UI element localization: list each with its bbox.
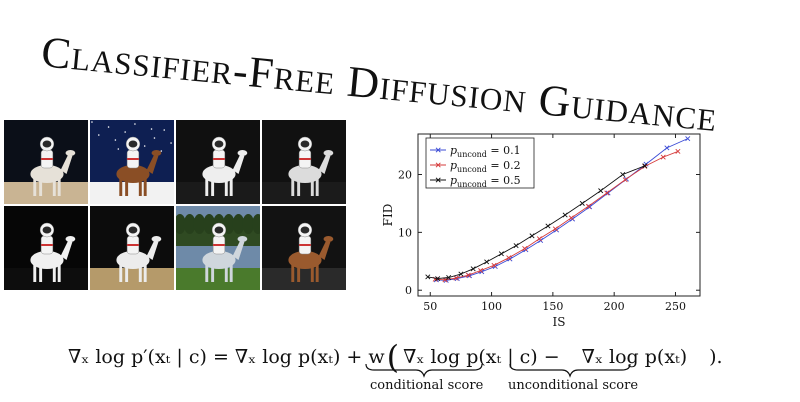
equation-cond-term: ∇ₓ log p(xₜ | c) − xyxy=(403,346,560,368)
cond-underbrace xyxy=(365,363,483,378)
legend-entry: puncond = 0.5 xyxy=(450,174,521,189)
data-point xyxy=(536,236,542,242)
data-point xyxy=(642,163,648,169)
data-point xyxy=(568,215,574,221)
astronaut-riding-white-horse-sand-image xyxy=(90,206,174,290)
cond-score-label: conditional score xyxy=(370,378,484,393)
data-point xyxy=(484,259,490,265)
astronaut-riding-white-horse-image xyxy=(176,120,260,204)
equation-close: ). xyxy=(709,346,723,368)
data-point xyxy=(435,276,441,282)
data-point xyxy=(660,154,666,160)
legend-entry: puncond = 0.2 xyxy=(450,159,521,174)
data-point xyxy=(585,203,591,209)
uncond-underbrace xyxy=(509,363,631,378)
astronaut-riding-horse-forest-image xyxy=(176,206,260,290)
data-point xyxy=(562,212,568,218)
astronaut-riding-white-horse-dark-image xyxy=(4,206,88,290)
legend-swatch-marker xyxy=(435,147,441,153)
data-point xyxy=(529,233,535,239)
y-tick-label: 0 xyxy=(405,284,412,297)
x-tick-label: 200 xyxy=(604,300,625,313)
data-point xyxy=(458,271,464,277)
data-point xyxy=(664,145,670,151)
astronaut-riding-rearing-horse-image xyxy=(4,120,88,204)
plot-frame xyxy=(417,133,701,297)
legend-swatch-marker xyxy=(435,177,441,183)
data-point xyxy=(522,246,528,252)
data-point xyxy=(465,272,471,278)
x-tick-label: 100 xyxy=(481,300,502,313)
guidance-equation: ∇ₓ log p′(xₜ | c) = ∇ₓ log p(xₜ) + w(∇ₓ … xyxy=(68,338,788,398)
data-point xyxy=(685,136,691,142)
data-point xyxy=(604,190,610,196)
x-axis-label: IS xyxy=(553,315,566,326)
y-tick-label: 20 xyxy=(398,169,412,182)
equation-open-paren: ( xyxy=(386,338,400,376)
legend-swatch-marker xyxy=(435,162,441,168)
astronaut-riding-brown-horse-starry-night-image xyxy=(90,120,174,204)
data-point xyxy=(425,274,431,280)
data-point xyxy=(552,226,558,232)
data-point xyxy=(598,188,604,194)
data-point xyxy=(446,274,452,281)
data-point xyxy=(620,171,626,178)
image-grid xyxy=(4,120,346,290)
legend-entry: puncond = 0.1 xyxy=(450,144,521,159)
data-point xyxy=(587,204,593,210)
data-point xyxy=(453,275,459,281)
astronaut-riding-rearing-horse-dark-image xyxy=(262,120,346,204)
x-tick-label: 150 xyxy=(542,300,563,313)
astronaut-riding-brown-horse-portrait-image xyxy=(262,206,346,290)
y-tick-label: 10 xyxy=(398,226,412,239)
data-point xyxy=(506,255,512,261)
uncond-score-label: unconditional score xyxy=(508,378,639,393)
equation-line: ∇ₓ log p′(xₜ | c) = ∇ₓ log p(xₜ) + w(∇ₓ … xyxy=(68,338,723,376)
equation-uncond-term: ∇ₓ log p(xₜ) xyxy=(581,346,688,368)
data-point xyxy=(622,177,628,183)
x-tick-label: 250 xyxy=(665,300,686,313)
y-axis-label: FID xyxy=(381,204,395,227)
data-point xyxy=(545,223,551,229)
fid-is-chart: 50 100 150 200 250 0 10 20 IS FID puncond = 0.1 pun… xyxy=(378,126,708,329)
data-point xyxy=(675,148,681,154)
equation-lhs: ∇ₓ log p′(xₜ | c) = ∇ₓ log p(xₜ) + w xyxy=(68,346,385,368)
data-point xyxy=(513,243,519,249)
data-point xyxy=(579,200,585,206)
data-point xyxy=(470,266,476,272)
x-tick-label: 50 xyxy=(423,300,437,313)
data-point xyxy=(478,268,484,274)
data-point xyxy=(498,251,504,257)
data-point xyxy=(491,262,497,268)
